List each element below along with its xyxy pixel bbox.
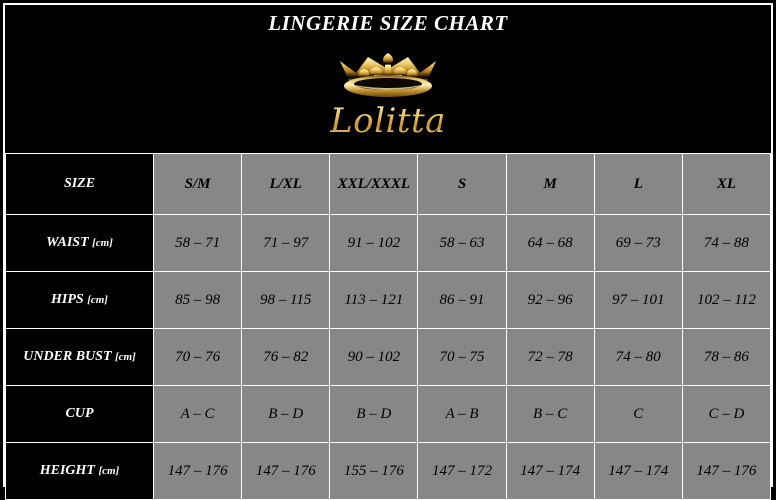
size-chart-table: SIZE S/M L/XL XXL/XXXL S M L XL WAIST [c…	[5, 153, 772, 500]
row-label-waist: WAIST [cm]	[5, 214, 154, 272]
brand-wordmark: Lolitta	[330, 101, 446, 141]
cell-waist-lxl: 71 – 97	[241, 214, 331, 272]
cell-hips-lxl: 98 – 115	[241, 271, 331, 329]
row-label-text: WAIST	[46, 235, 89, 250]
crown-icon	[340, 53, 436, 97]
row-label-unit: [cm]	[87, 294, 108, 306]
cell-cup-s: A – B	[417, 385, 507, 443]
table-row: HEIGHT [cm] 147 – 176 147 – 176 155 – 17…	[5, 442, 772, 500]
cell-waist-sm: 58 – 71	[152, 214, 243, 272]
table-row: WAIST [cm] 58 – 71 71 – 97 91 – 102 58 –…	[5, 214, 772, 272]
cell-under-bust-l: 74 – 80	[593, 328, 683, 386]
row-label-under-bust: UNDER BUST [cm]	[5, 328, 154, 386]
cell-hips-xxlxxxl: 113 – 121	[329, 271, 419, 329]
cell-cup-xxlxxxl: B – D	[329, 385, 419, 443]
row-label-text: UNDER BUST	[23, 349, 112, 364]
table-header-row: SIZE S/M L/XL XXL/XXXL S M L XL	[5, 153, 772, 215]
row-label-text: HIPS	[51, 292, 84, 307]
cell-cup-lxl: B – D	[241, 385, 331, 443]
row-label-unit: [cm]	[92, 237, 113, 249]
cell-under-bust-xl: 78 – 86	[681, 328, 772, 386]
row-label-text: CUP	[65, 406, 94, 421]
column-header-xl: XL	[681, 153, 772, 215]
cell-height-xl: 147 – 176	[681, 442, 772, 500]
cell-under-bust-sm: 70 – 76	[152, 328, 243, 386]
cell-height-s: 147 – 172	[417, 442, 507, 500]
cell-under-bust-s: 70 – 75	[417, 328, 507, 386]
corner-label: SIZE	[5, 153, 154, 215]
cell-cup-xl: C – D	[681, 385, 772, 443]
cell-under-bust-lxl: 76 – 82	[241, 328, 331, 386]
column-header-xxlxxxl: XXL/XXXL	[329, 153, 419, 215]
cell-under-bust-xxlxxxl: 90 – 102	[329, 328, 419, 386]
table-row: UNDER BUST [cm] 70 – 76 76 – 82 90 – 102…	[5, 328, 772, 386]
table-row: HIPS [cm] 85 – 98 98 – 115 113 – 121 86 …	[5, 271, 772, 329]
cell-hips-xl: 102 – 112	[681, 271, 772, 329]
cell-cup-l: C	[593, 385, 683, 443]
page-title: LINGERIE SIZE CHART	[268, 11, 508, 35]
cell-hips-s: 86 – 91	[417, 271, 507, 329]
cell-height-sm: 147 – 176	[152, 442, 243, 500]
cell-waist-l: 69 – 73	[593, 214, 683, 272]
cell-waist-m: 64 – 68	[505, 214, 595, 272]
column-header-lxl: L/XL	[241, 153, 331, 215]
cell-hips-sm: 85 – 98	[152, 271, 243, 329]
cell-waist-s: 58 – 63	[417, 214, 507, 272]
cell-waist-xxlxxxl: 91 – 102	[329, 214, 419, 272]
row-label-unit: [cm]	[115, 351, 136, 363]
cell-height-xxlxxxl: 155 – 176	[329, 442, 419, 500]
cell-hips-m: 92 – 96	[505, 271, 595, 329]
brand-logo: Lolitta	[5, 49, 771, 141]
table-row: CUP A – C B – D B – D A – B B – C C C – …	[5, 385, 772, 443]
column-header-l: L	[593, 153, 683, 215]
cell-cup-m: B – C	[505, 385, 595, 443]
cell-hips-l: 97 – 101	[593, 271, 683, 329]
row-label-hips: HIPS [cm]	[5, 271, 154, 329]
row-label-height: HEIGHT [cm]	[5, 442, 154, 500]
row-label-cup: CUP	[5, 385, 154, 443]
column-header-s: S	[417, 153, 507, 215]
size-chart-inner: LINGERIE SIZE CHART	[3, 3, 773, 500]
row-label-unit: [cm]	[98, 465, 120, 477]
cell-height-l: 147 – 174	[593, 442, 683, 500]
cell-cup-sm: A – C	[152, 385, 243, 443]
column-header-sm: S/M	[152, 153, 243, 215]
cell-waist-xl: 74 – 88	[681, 214, 772, 272]
chart-banner: LINGERIE SIZE CHART	[5, 5, 771, 153]
row-label-text: HEIGHT	[39, 463, 95, 478]
column-header-m: M	[505, 153, 595, 215]
cell-height-lxl: 147 – 176	[241, 442, 331, 500]
cell-height-m: 147 – 174	[505, 442, 595, 500]
cell-under-bust-m: 72 – 78	[505, 328, 595, 386]
